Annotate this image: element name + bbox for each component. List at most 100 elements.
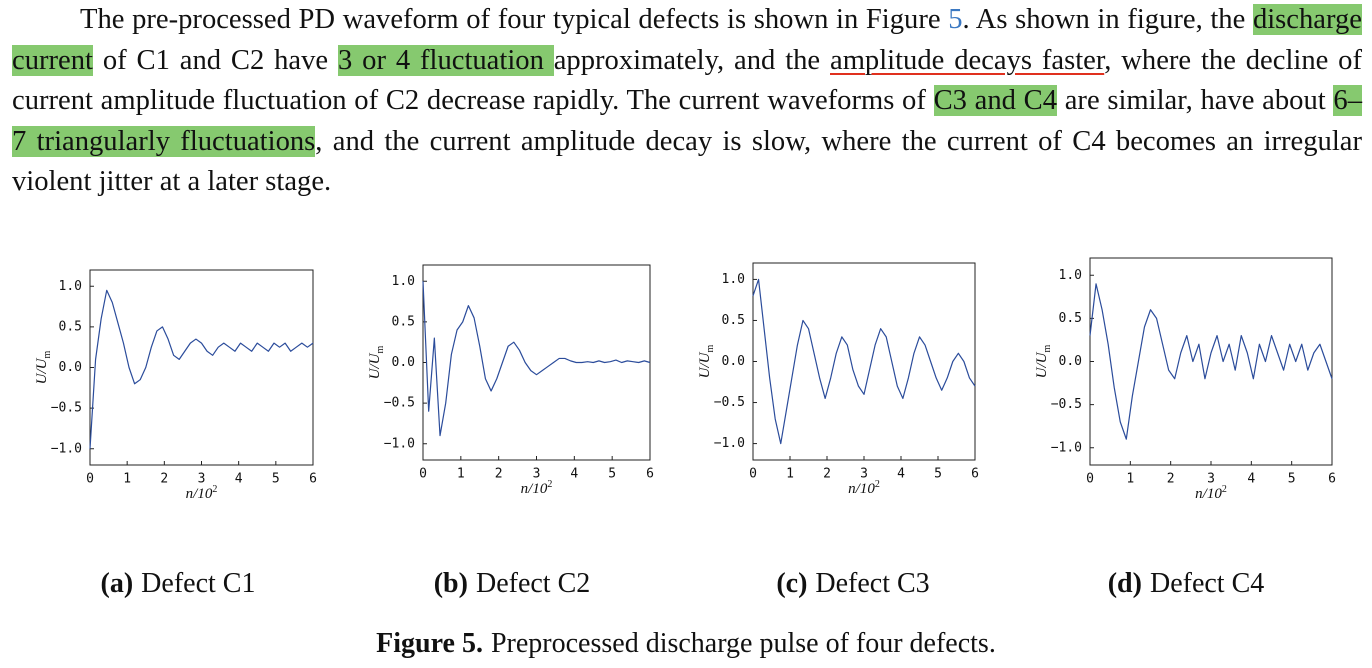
x-tick-label: 5 bbox=[272, 472, 280, 487]
x-label-text: n/10 bbox=[521, 481, 548, 497]
x-tick-label: 1 bbox=[123, 472, 131, 487]
x-tick-label: 4 bbox=[1247, 472, 1255, 487]
y-label-text: U/U bbox=[34, 357, 50, 384]
y-axis-label: U/Um bbox=[367, 345, 386, 379]
y-tick-label: −0.5 bbox=[714, 395, 745, 410]
y-tick-label: 0.5 bbox=[59, 319, 82, 334]
x-axis-label: n/102 bbox=[848, 479, 880, 497]
y-label-sub: m bbox=[705, 344, 716, 352]
x-label-text: n/10 bbox=[848, 481, 875, 497]
x-tick-label: 3 bbox=[198, 472, 206, 487]
text-plain: The pre-processed PD waveform of four ty… bbox=[80, 4, 949, 35]
y-label-sub: m bbox=[375, 345, 386, 353]
x-tick-label: 3 bbox=[1207, 472, 1215, 487]
y-label-text: U/U bbox=[367, 352, 383, 379]
x-tick-label: 2 bbox=[160, 472, 168, 487]
y-label-text: U/U bbox=[697, 351, 713, 378]
x-tick-label: 1 bbox=[1126, 472, 1134, 487]
x-tick-label: 4 bbox=[570, 467, 578, 482]
y-tick-label: 0.0 bbox=[392, 355, 415, 370]
subcaption-text: Defect C3 bbox=[815, 568, 929, 599]
waveform bbox=[752, 278, 976, 445]
x-label-sup: 2 bbox=[547, 479, 552, 490]
y-tick-label: −0.5 bbox=[51, 401, 82, 416]
y-tick-label: −0.5 bbox=[1051, 397, 1082, 412]
x-tick-label: 4 bbox=[897, 467, 905, 482]
x-label-text: n/10 bbox=[186, 486, 213, 502]
y-tick-label: −1.0 bbox=[714, 436, 745, 451]
x-label-sup: 2 bbox=[212, 484, 217, 495]
y-axis-label: U/Um bbox=[34, 350, 53, 384]
caption-label: Figure 5. bbox=[376, 628, 483, 659]
y-tick-label: 0.5 bbox=[1059, 311, 1082, 326]
x-tick-label: 5 bbox=[608, 467, 616, 482]
y-tick-label: 1.0 bbox=[1059, 268, 1082, 283]
x-tick-label: 1 bbox=[457, 467, 465, 482]
x-label-text: n/10 bbox=[1195, 486, 1222, 502]
y-tick-label: 1.0 bbox=[392, 274, 415, 289]
x-tick-label: 6 bbox=[309, 472, 317, 487]
subcaption: (d) Defect C4 bbox=[1108, 568, 1265, 599]
x-label-sup: 2 bbox=[1222, 484, 1227, 495]
y-tick-label: 0.5 bbox=[392, 314, 415, 329]
y-label-sub: m bbox=[1042, 344, 1053, 352]
x-tick-label: 6 bbox=[1328, 472, 1336, 487]
subcaption-label: (b) bbox=[434, 568, 468, 599]
text-plain: . As shown in figure, the bbox=[962, 4, 1253, 35]
x-tick-label: 0 bbox=[419, 467, 427, 482]
waveform bbox=[89, 289, 314, 449]
caption-text: Preprocessed discharge pulse of four def… bbox=[491, 628, 996, 659]
x-tick-label: 2 bbox=[823, 467, 831, 482]
y-label-sub: m bbox=[42, 350, 53, 358]
subcaption-text: Defect C4 bbox=[1150, 568, 1264, 599]
x-tick-label: 6 bbox=[971, 467, 979, 482]
subcaption-label: (c) bbox=[776, 568, 807, 599]
y-tick-label: −1.0 bbox=[1051, 440, 1082, 455]
text-plain: of C1 and C2 have bbox=[92, 44, 338, 76]
x-tick-label: 0 bbox=[1086, 472, 1094, 487]
x-tick-label: 5 bbox=[1288, 472, 1296, 487]
figure-caption: Figure 5. Preprocessed discharge pulse of… bbox=[376, 628, 996, 659]
plot-frame bbox=[752, 262, 976, 461]
text-link[interactable]: 5 bbox=[948, 4, 963, 35]
text-underline: amplitude decays faster bbox=[830, 44, 1105, 76]
x-axis-label: n/102 bbox=[186, 484, 218, 502]
x-tick-label: 1 bbox=[786, 467, 794, 482]
subcaption-text: Defect C1 bbox=[141, 568, 255, 599]
subcaption-label: (d) bbox=[1108, 568, 1142, 599]
text-plain: , where the decline of current amplitude… bbox=[12, 44, 1362, 117]
x-tick-label: 4 bbox=[235, 472, 243, 487]
y-tick-label: 0.5 bbox=[722, 313, 745, 328]
x-tick-label: 3 bbox=[533, 467, 541, 482]
waveform bbox=[422, 281, 651, 437]
subcaption: (a) Defect C1 bbox=[101, 568, 256, 599]
x-axis-label: n/102 bbox=[1195, 484, 1227, 502]
y-label-text: U/U bbox=[1034, 351, 1050, 378]
waveform bbox=[1089, 283, 1333, 440]
plot-frame bbox=[89, 269, 314, 466]
x-tick-label: 2 bbox=[1167, 472, 1175, 487]
y-tick-label: −1.0 bbox=[51, 441, 82, 456]
y-axis-label: U/Um bbox=[1034, 344, 1053, 378]
subcaption: (b) Defect C2 bbox=[434, 568, 591, 599]
x-tick-label: 0 bbox=[749, 467, 757, 482]
y-tick-label: 0.0 bbox=[722, 354, 745, 369]
x-label-sup: 2 bbox=[875, 479, 880, 490]
subcaption-label: (a) bbox=[101, 568, 134, 599]
text-plain: are similar, have about bbox=[1057, 85, 1334, 116]
text-highlight: C3 and C4 bbox=[933, 85, 1058, 116]
text-plain: , and the current amplitude decay is slo… bbox=[12, 125, 1362, 198]
y-tick-label: 0.0 bbox=[1059, 354, 1082, 369]
subcaption: (c) Defect C3 bbox=[776, 568, 929, 599]
x-tick-label: 5 bbox=[934, 467, 942, 482]
y-tick-label: −1.0 bbox=[384, 436, 415, 451]
y-tick-label: 0.0 bbox=[59, 360, 82, 375]
y-axis-label: U/Um bbox=[697, 344, 716, 378]
y-tick-label: −0.5 bbox=[384, 396, 415, 411]
x-tick-label: 2 bbox=[495, 467, 503, 482]
text-plain: approximately, and the bbox=[553, 44, 830, 76]
x-axis-label: n/102 bbox=[521, 479, 553, 497]
x-tick-label: 0 bbox=[86, 472, 94, 487]
